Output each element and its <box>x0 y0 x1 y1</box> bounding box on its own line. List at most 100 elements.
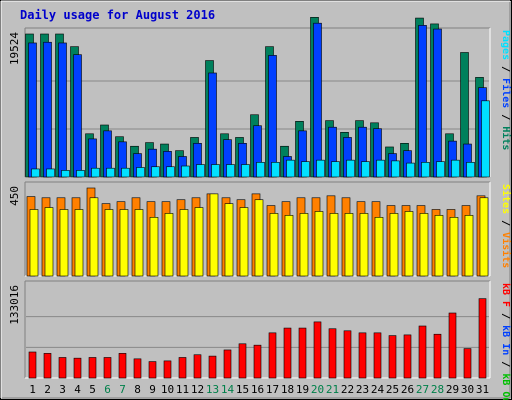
legend-kbytes: kB F / kB In / kB Out <box>500 283 511 400</box>
bar-requests-pages-27 <box>421 162 430 178</box>
bar-visits-sites-17 <box>269 213 279 277</box>
x-tick-label: 27 <box>416 383 429 396</box>
bar-kbytes-kb-f-11 <box>178 357 187 379</box>
bar-visits-sites-4 <box>74 209 84 277</box>
x-tick-label: 19 <box>296 383 309 396</box>
bar-kbytes-kb-f-1 <box>28 351 37 379</box>
x-tick-label: 21 <box>326 383 339 396</box>
bar-kbytes-kb-f-25 <box>388 335 397 379</box>
bar-requests-pages-6 <box>106 167 115 178</box>
bar-requests-pages-18 <box>286 159 295 178</box>
bar-requests-pages-24 <box>376 159 385 178</box>
bar-requests-pages-11 <box>181 165 190 178</box>
bar-visits-sites-22 <box>344 213 354 277</box>
bar-requests-pages-26 <box>406 162 415 178</box>
x-tick-label: 25 <box>386 383 399 396</box>
bar-requests-files-4 <box>73 54 82 178</box>
bar-visits-sites-28 <box>434 215 444 277</box>
bar-visits-sites-27 <box>419 213 429 277</box>
bar-visits-sites-26 <box>404 211 414 277</box>
bar-requests-pages-29 <box>451 159 460 178</box>
bar-kbytes-kb-f-10 <box>163 360 172 379</box>
bar-requests-pages-2 <box>46 168 55 178</box>
bar-requests-pages-5 <box>91 167 100 178</box>
bar-requests-pages-21 <box>331 161 340 178</box>
bar-kbytes-kb-f-4 <box>73 357 82 379</box>
panel-visits: 450 <box>8 181 491 277</box>
x-axis-labels: 1 2 3 4 5 6 7 8 9 10 11 12 13 14 15 16 17 18 19 20 21 22 23 24 2… <box>29 383 489 396</box>
x-tick-label: 20 <box>311 383 324 396</box>
bar-requests-pages-16 <box>256 162 265 178</box>
bar-visits-sites-11 <box>179 209 189 277</box>
bar-requests-pages-9 <box>151 166 160 178</box>
bar-kbytes-kb-f-21 <box>328 328 337 379</box>
bar-requests-pages-31 <box>481 100 490 178</box>
bar-visits-sites-3 <box>59 209 69 277</box>
bar-requests-files-27 <box>418 25 427 178</box>
bar-requests-pages-13 <box>211 164 220 178</box>
bar-requests-pages-8 <box>136 167 145 178</box>
bar-kbytes-kb-f-29 <box>448 312 457 379</box>
x-tick-label: 13 <box>206 383 219 396</box>
legend-item: kB Out <box>500 373 511 400</box>
bar-kbytes-kb-f-5 <box>88 357 97 379</box>
bar-requests-files-2 <box>43 41 52 178</box>
bar-kbytes-kb-f-30 <box>463 348 472 379</box>
bar-visits-sites-10 <box>164 213 174 277</box>
bar-kbytes-kb-f-23 <box>358 332 367 379</box>
legend-item: Hits <box>500 126 512 150</box>
bar-kbytes-kb-f-16 <box>253 344 262 379</box>
x-tick-label: 18 <box>281 383 294 396</box>
legend-item: kB In <box>500 325 511 355</box>
bar-requests-pages-25 <box>391 160 400 178</box>
bar-requests-pages-19 <box>301 161 310 178</box>
bar-visits-sites-23 <box>359 213 369 277</box>
bar-kbytes-kb-f-26 <box>403 334 412 379</box>
bar-visits-sites-19 <box>299 213 309 277</box>
bar-visits-sites-7 <box>119 209 129 277</box>
bar-requests-pages-1 <box>31 168 40 178</box>
bar-visits-sites-18 <box>284 215 294 277</box>
x-tick-label: 10 <box>161 383 174 396</box>
x-tick-label: 8 <box>134 383 141 396</box>
bar-requests-pages-4 <box>76 170 85 178</box>
bar-visits-sites-25 <box>389 213 399 277</box>
x-tick-label: 11 <box>176 383 189 396</box>
bar-requests-pages-22 <box>346 159 355 178</box>
x-tick-label: 31 <box>476 383 489 396</box>
x-tick-label: 1 <box>29 383 36 396</box>
bar-requests-pages-14 <box>226 164 235 178</box>
bar-visits-sites-1 <box>29 209 39 277</box>
x-tick-label: 5 <box>89 383 96 396</box>
legend-visits: Sites / Visits <box>500 184 512 268</box>
bar-requests-pages-17 <box>271 162 280 178</box>
bar-requests-pages-28 <box>436 161 445 178</box>
x-tick-label: 29 <box>446 383 459 396</box>
bar-visits-sites-24 <box>374 217 384 277</box>
bar-requests-pages-15 <box>241 164 250 178</box>
bar-visits-sites-12 <box>194 207 204 277</box>
legend-text: kB F / kB In / kB Out <box>500 283 511 400</box>
bar-visits-sites-6 <box>104 209 114 277</box>
legend-separator: / <box>500 307 511 325</box>
bar-kbytes-kb-f-15 <box>238 343 247 379</box>
panel-max-label: 19524 <box>8 32 21 65</box>
bar-visits-sites-20 <box>314 211 324 277</box>
bar-visits-sites-30 <box>464 215 474 277</box>
panel-max-label: 133016 <box>8 285 21 325</box>
x-tick-label: 6 <box>104 383 111 396</box>
bar-kbytes-kb-f-7 <box>118 353 127 379</box>
legend-text: Sites / Visits <box>500 184 512 268</box>
legend-item: Visits <box>500 232 512 268</box>
bar-requests-files-17 <box>268 55 277 178</box>
legend-separator: / <box>500 108 511 126</box>
bar-visits-sites-15 <box>239 207 249 277</box>
bar-kbytes-kb-f-22 <box>343 330 352 379</box>
x-tick-label: 17 <box>266 383 279 396</box>
legend-item: Pages <box>500 30 511 60</box>
bar-requests-files-20 <box>313 22 322 178</box>
x-tick-label: 15 <box>236 383 249 396</box>
bar-kbytes-kb-f-31 <box>478 298 487 379</box>
bar-kbytes-kb-f-3 <box>58 357 67 379</box>
